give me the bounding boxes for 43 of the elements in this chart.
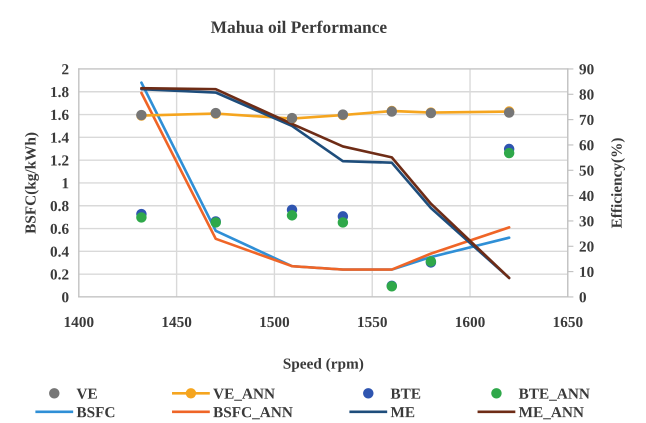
y2-axis-title: Efficiency(%): [610, 138, 625, 228]
x-tick-label: 1650: [554, 316, 583, 328]
legend-label: VE_ANN: [213, 388, 275, 401]
y2-tick-label: 10: [580, 266, 594, 278]
x-tick-label: 1600: [456, 316, 485, 328]
y-tick-label: 1.8: [51, 86, 69, 98]
y-tick-label: 0.6: [50, 224, 69, 234]
y2-tick-label: 30: [580, 216, 594, 226]
y-tick-label: 0.2: [50, 269, 68, 280]
legend-label: VE: [76, 388, 97, 399]
point: [338, 217, 348, 228]
y2-tick-label: 70: [580, 114, 594, 126]
x-tick-label: 1550: [358, 316, 387, 328]
legend-label: BTE_ANN: [518, 388, 590, 401]
y2-tick-label: 0: [580, 292, 586, 302]
chart-title: Mahua oil Performance: [210, 20, 387, 34]
point: [136, 212, 147, 223]
x-axis-title: Speed (rpm): [284, 358, 364, 372]
y2-tick-label: 20: [580, 241, 594, 252]
y-tick-label: 1.4: [51, 132, 69, 143]
y-tick-label: 0.4: [50, 246, 69, 257]
point: [504, 148, 514, 158]
y2-tick-label: 40: [579, 190, 594, 202]
y-tick-label: 0.8: [50, 200, 69, 212]
y2-tick-label: 50: [580, 165, 594, 176]
legend-label: BSFC: [76, 407, 114, 418]
y-tick-label: 1.6: [51, 110, 69, 120]
y2-tick-label: 80: [579, 89, 594, 100]
y2-tick-label: 90: [579, 64, 594, 74]
x-tick-label: 1500: [260, 316, 290, 328]
y-tick-label: 2: [62, 64, 68, 74]
y-axis-title: BSFC(kg/kWh): [24, 132, 39, 234]
legend-label: ME_ANN: [518, 407, 584, 420]
y-tick-label: 0: [62, 292, 69, 302]
x-tick-label: 1450: [162, 316, 192, 328]
legend-label: ME: [390, 407, 414, 418]
y-tick-label: 1: [62, 178, 68, 188]
legend-label: BSFC_ANN: [213, 407, 293, 420]
y-tick-label: 1.2: [51, 155, 68, 166]
y2-tick-label: 60: [579, 140, 594, 150]
legend-label: BTE: [390, 388, 420, 399]
point: [286, 210, 298, 221]
x-tick-label: 1400: [64, 316, 94, 328]
